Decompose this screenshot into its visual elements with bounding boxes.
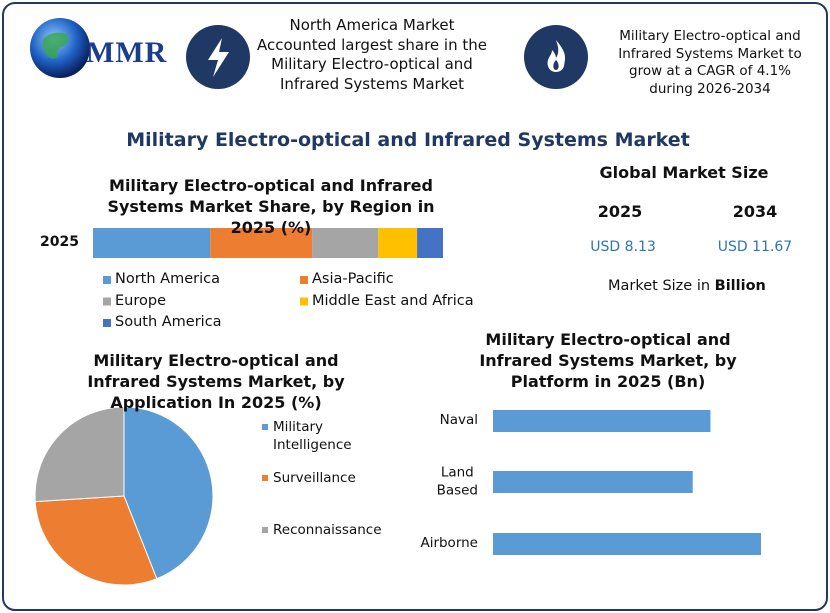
bar-segment <box>312 228 379 258</box>
info-text: North America Market Accounted largest s… <box>257 16 487 93</box>
pie-slice <box>34 406 125 503</box>
legend-label: Military Intelligence <box>273 419 352 453</box>
legend-label: Asia-Pacific <box>312 271 394 287</box>
size-note: Market Size in Billion <box>608 277 766 296</box>
bar <box>493 410 711 432</box>
legend-swatch <box>103 276 111 284</box>
bar-segment <box>417 228 443 258</box>
chart-title: Military Electro-optical and Infrared Sy… <box>107 176 435 237</box>
category-label: Naval <box>439 412 478 429</box>
legend-swatch <box>262 475 268 481</box>
icon-flame <box>547 40 566 72</box>
info-text: Military Electro-optical and Infrared Sy… <box>618 28 802 97</box>
category-label: Land Based <box>436 464 479 498</box>
unit-note: Market Size in <box>608 278 711 294</box>
logo-text: MMR <box>86 36 168 69</box>
legend-swatch <box>262 527 268 533</box>
category-label: Airborne <box>420 535 478 552</box>
pie-slice <box>123 406 214 580</box>
year: 2034 <box>732 202 778 221</box>
legend-label: North America <box>115 271 220 287</box>
unit: Billion <box>714 278 766 294</box>
legend-swatch <box>262 424 268 430</box>
bar-segment <box>93 228 211 258</box>
legend-label: South America <box>115 314 222 330</box>
category-label: 2025 <box>40 234 79 250</box>
legend-swatch <box>300 297 308 306</box>
legend-swatch <box>300 276 308 284</box>
bar <box>493 533 761 555</box>
chart-title: Military Electro-optical and Infrared Sy… <box>87 351 345 412</box>
legend-label: Europe <box>115 292 166 309</box>
pie-slice <box>34 495 158 586</box>
logo-land <box>42 32 69 59</box>
logo-globe <box>30 18 90 78</box>
legend-swatch <box>103 319 111 327</box>
icon-bolt <box>208 38 229 77</box>
legend-label: Middle East and Africa <box>312 292 474 309</box>
bar-segment <box>378 228 418 258</box>
icon-bg <box>524 25 588 89</box>
year: 2025 <box>597 202 643 221</box>
size-value: USD 8.13 <box>590 239 656 255</box>
size-value: USD 11.67 <box>717 239 793 255</box>
legend-label: Reconnaissance <box>273 522 382 538</box>
main-title: Military Electro-optical and Infrared Sy… <box>126 129 690 151</box>
chart-title: Military Electro-optical and Infrared Sy… <box>479 330 737 391</box>
size-title: Global Market Size <box>599 163 769 182</box>
legend-label: Surveillance <box>273 470 356 486</box>
legend-swatch <box>103 297 111 306</box>
bar-segment <box>210 228 313 258</box>
bar <box>493 471 693 493</box>
